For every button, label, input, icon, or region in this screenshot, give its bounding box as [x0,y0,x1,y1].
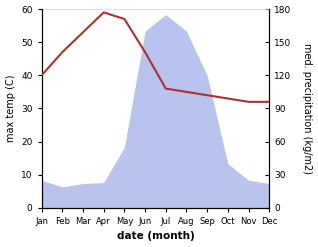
X-axis label: date (month): date (month) [117,231,194,242]
Y-axis label: max temp (C): max temp (C) [5,75,16,142]
Y-axis label: med. precipitation (kg/m2): med. precipitation (kg/m2) [302,43,313,174]
